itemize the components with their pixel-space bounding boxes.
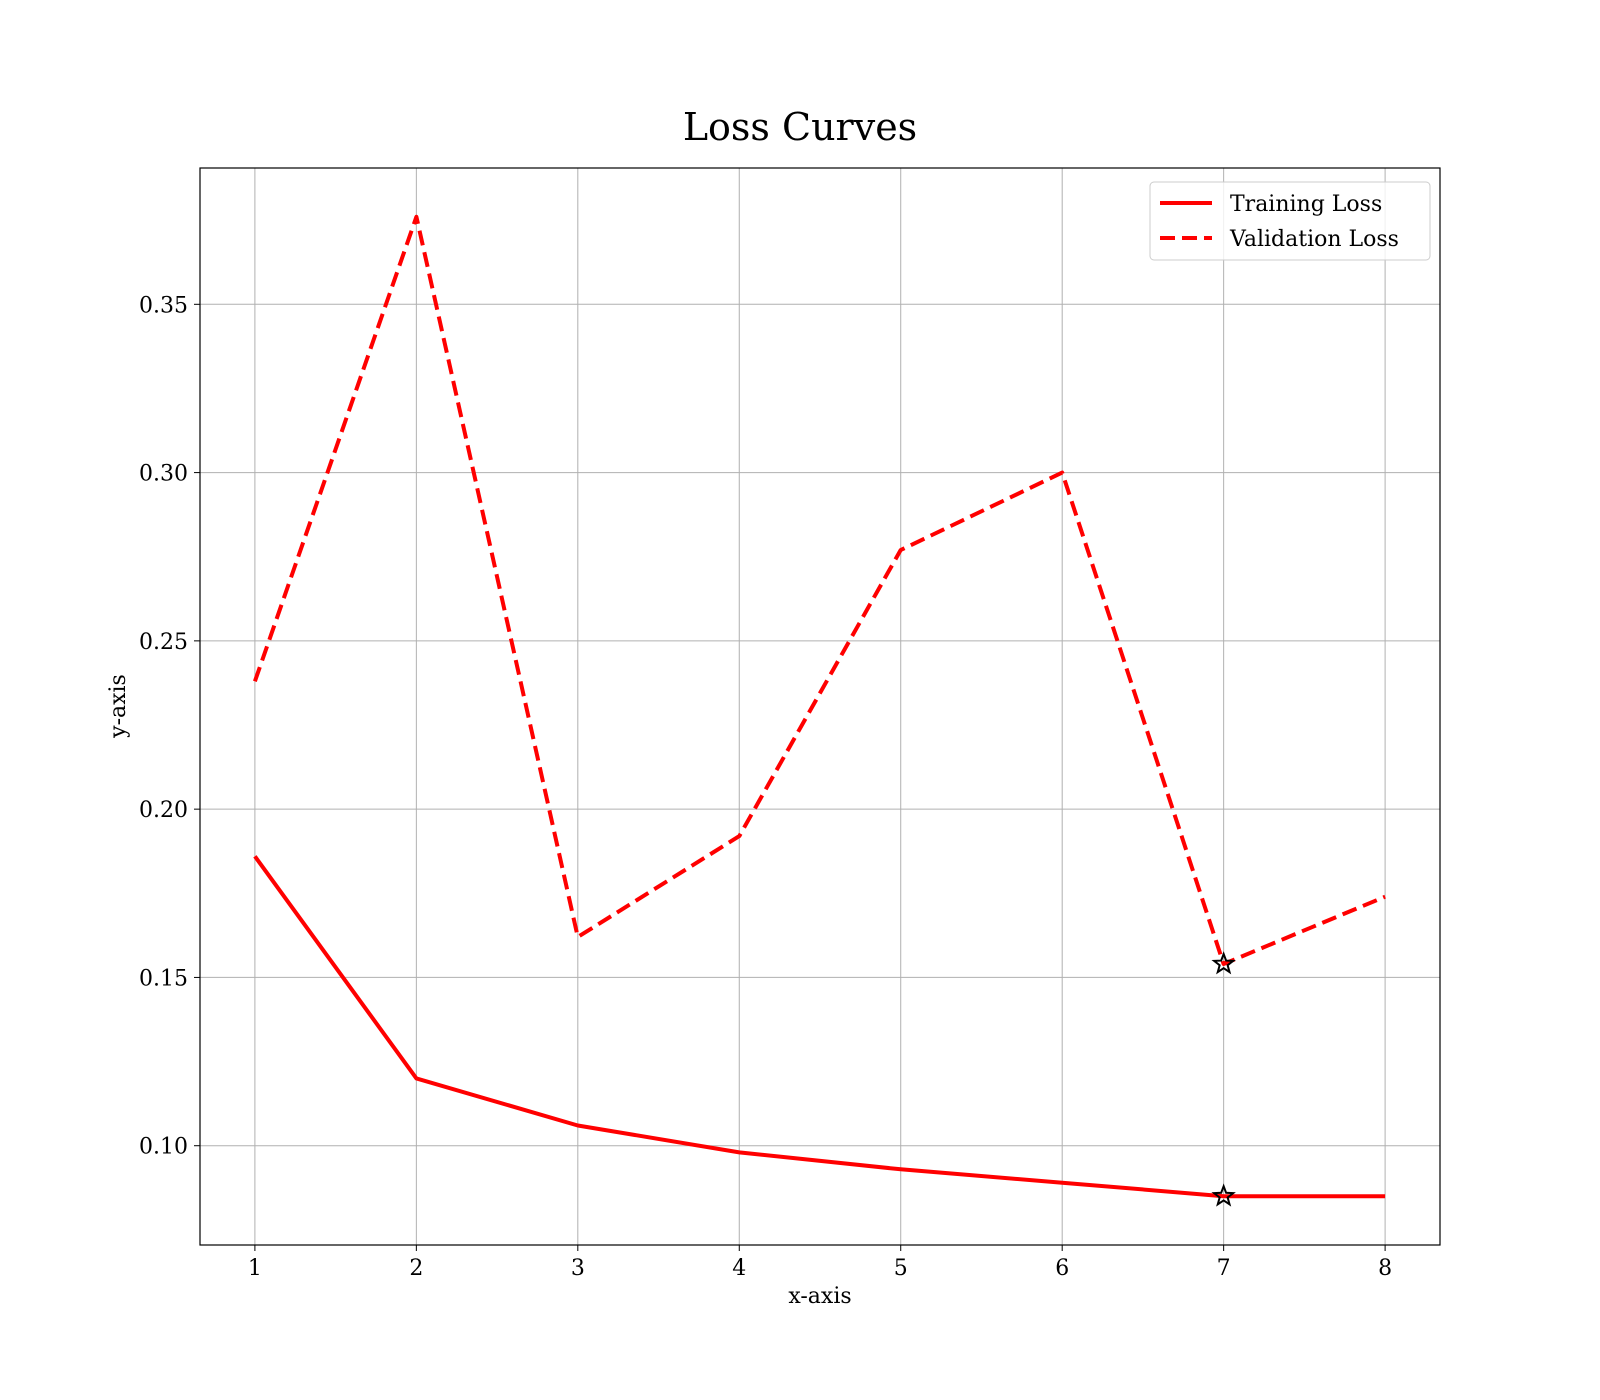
y-axis-label: y-axis [106,674,131,739]
tick-layer: 1 2 3 4 5 6 7 8 0.10 0.15 0.20 0.25 0.30 0.35 [139,293,1392,1281]
legend-label: Validation Loss [1229,227,1399,252]
y-tick-label: 0.25 [139,630,188,655]
best-epoch-star-marker [1211,951,1236,975]
y-tick-label: 0.35 [139,293,188,318]
y-tick-label: 0.20 [139,798,188,823]
x-tick-label: 8 [1378,1256,1392,1281]
y-tick-label: 0.10 [139,1135,188,1160]
series-layer [253,214,1386,1199]
x-tick-label: 5 [894,1256,908,1281]
training-loss-line [253,855,1386,1199]
plot-frame [199,167,1441,1246]
legend-box [1149,181,1431,261]
x-tick-label: 2 [409,1256,423,1281]
marker-layer [1211,951,1236,1207]
x-tick-label: 1 [248,1256,262,1281]
legend: Training Loss Validation Loss [1149,181,1431,261]
chart-title: Loss Curves [683,105,917,149]
grid-layer [200,168,1440,1245]
x-tick-label: 3 [571,1256,585,1281]
y-tick-label: 0.15 [139,966,188,991]
legend-label: Training Loss [1230,192,1382,217]
x-tick-label: 6 [1055,1256,1069,1281]
validation-loss-line [253,214,1386,966]
x-tick-label: 4 [732,1256,746,1281]
y-tick-label: 0.30 [139,462,188,487]
x-axis-label: x-axis [788,1284,851,1309]
x-tick-label: 7 [1217,1256,1231,1281]
best-epoch-star-marker [1211,1183,1236,1207]
